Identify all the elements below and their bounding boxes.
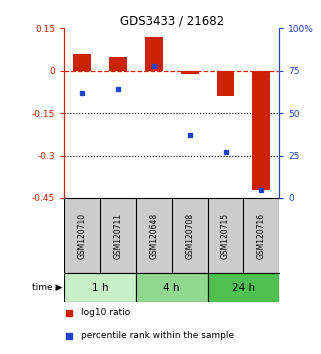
Text: GSM120648: GSM120648 — [149, 213, 158, 259]
Bar — [64, 273, 136, 302]
Bar — [64, 198, 100, 273]
Text: 4 h: 4 h — [163, 282, 180, 292]
Text: time ▶: time ▶ — [32, 283, 62, 292]
Text: GSM120716: GSM120716 — [257, 213, 266, 259]
Bar — [100, 198, 136, 273]
Bar — [243, 198, 279, 273]
Bar — [145, 37, 163, 71]
Bar — [172, 198, 208, 273]
Bar — [73, 54, 91, 71]
Text: GSM120708: GSM120708 — [185, 213, 194, 259]
Text: log10 ratio: log10 ratio — [82, 308, 131, 318]
Bar — [181, 71, 199, 74]
Text: GSM120711: GSM120711 — [113, 213, 123, 259]
Text: 24 h: 24 h — [232, 282, 255, 292]
Bar — [136, 198, 172, 273]
Text: GSM120710: GSM120710 — [78, 213, 87, 259]
Bar — [252, 71, 270, 189]
Text: 1 h: 1 h — [92, 282, 108, 292]
Text: percentile rank within the sample: percentile rank within the sample — [82, 331, 235, 340]
Bar — [217, 71, 234, 96]
Bar — [208, 273, 279, 302]
Bar — [208, 198, 243, 273]
Bar — [109, 57, 127, 71]
Bar — [136, 273, 208, 302]
Title: GDS3433 / 21682: GDS3433 / 21682 — [120, 14, 224, 27]
Text: GSM120715: GSM120715 — [221, 213, 230, 259]
